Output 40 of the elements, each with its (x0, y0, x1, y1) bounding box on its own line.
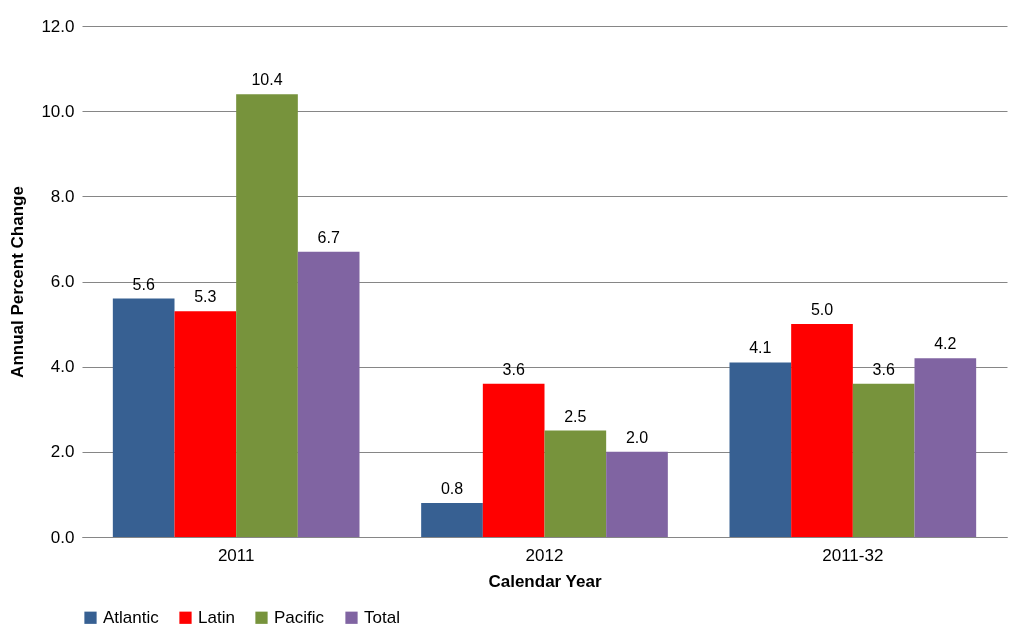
bar (297, 251, 360, 537)
y-tick-label: 2.0 (50, 442, 75, 462)
data-label: 3.6 (872, 360, 895, 378)
y-tick-label: 8.0 (50, 186, 75, 206)
data-label: 4.2 (934, 335, 957, 353)
legend-label: Atlantic (103, 607, 160, 627)
y-tick-label: 12.0 (41, 16, 75, 36)
y-axis-title: Annual Percent Change (8, 186, 28, 378)
data-label: 5.0 (810, 301, 834, 319)
bar (914, 358, 977, 537)
y-tick-label: 0.0 (50, 527, 75, 547)
bar (236, 94, 298, 537)
data-label: 5.6 (132, 275, 155, 293)
data-label: 3.6 (502, 360, 525, 378)
bar (544, 430, 607, 537)
data-label: 10.4 (251, 71, 283, 89)
bar (791, 324, 853, 537)
legend-label: Pacific (274, 607, 325, 627)
data-label: 2.5 (564, 407, 587, 425)
data-label: 4.1 (749, 339, 772, 357)
bar (482, 383, 545, 537)
bar (112, 298, 175, 537)
legend-label: Latin (198, 607, 235, 627)
x-tick-label: 2011 (217, 545, 255, 565)
x-axis-title: Calendar Year (488, 571, 602, 591)
legend-label: Total (364, 607, 400, 627)
data-label: 5.3 (194, 288, 217, 306)
data-label: 2.0 (625, 428, 649, 446)
bar (174, 311, 237, 537)
bar (852, 383, 915, 537)
x-tick-label: 2012 (525, 545, 564, 565)
bar (421, 502, 483, 537)
data-label: 0.8 (440, 479, 464, 497)
bar (729, 362, 792, 537)
data-label: 6.7 (317, 228, 340, 246)
x-tick-label: 2011-32 (822, 545, 884, 565)
y-tick-label: 4.0 (50, 357, 75, 377)
y-tick-label: 10.0 (41, 101, 75, 121)
bar (606, 451, 668, 537)
y-tick-label: 6.0 (50, 272, 75, 291)
